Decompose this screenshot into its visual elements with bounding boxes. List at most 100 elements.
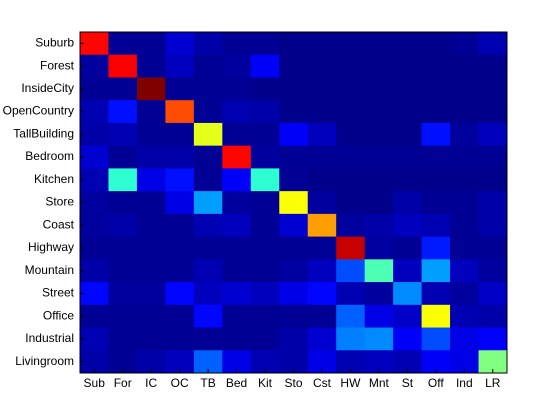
cell <box>364 54 394 78</box>
cell <box>364 191 394 215</box>
cell <box>165 77 195 101</box>
cell <box>193 122 223 147</box>
cell <box>250 54 280 78</box>
cell <box>279 100 309 124</box>
cell <box>136 213 166 238</box>
cell <box>222 327 252 351</box>
cell <box>421 191 451 215</box>
cell <box>80 304 109 329</box>
cell <box>336 259 366 283</box>
cell <box>222 100 252 124</box>
cell <box>364 100 394 124</box>
cell <box>222 213 252 238</box>
cell <box>279 145 309 169</box>
cell <box>108 32 138 56</box>
y-tick-label: InsideCity <box>21 81 74 95</box>
cell <box>136 32 166 56</box>
y-tick-label: Kitchen <box>34 172 74 186</box>
cell <box>364 350 394 374</box>
cell <box>80 122 109 147</box>
cell <box>222 236 252 260</box>
x-tick-label: Cst <box>313 376 332 390</box>
cell <box>421 282 451 306</box>
cell <box>364 259 394 283</box>
cell <box>336 350 366 374</box>
cell <box>108 54 138 78</box>
x-tick-label: TB <box>200 376 215 390</box>
cell <box>165 54 195 78</box>
cell <box>80 32 109 56</box>
cell <box>193 168 223 192</box>
cell <box>450 350 480 374</box>
cell <box>478 191 508 215</box>
cell <box>307 32 337 56</box>
cell <box>478 100 508 124</box>
y-tick-label: Bedroom <box>25 149 74 163</box>
cell <box>393 191 423 215</box>
cell <box>165 213 195 238</box>
cell <box>478 168 508 192</box>
cell <box>250 168 280 192</box>
cell <box>450 191 480 215</box>
cell <box>393 77 423 101</box>
cell <box>193 350 223 374</box>
y-tick-label: Mountain <box>25 263 74 277</box>
cell <box>450 236 480 260</box>
cell <box>250 32 280 56</box>
cell <box>222 259 252 283</box>
cell <box>136 145 166 169</box>
x-tick-label: LR <box>485 376 501 390</box>
cell <box>393 282 423 306</box>
cell <box>364 304 394 329</box>
cell <box>364 327 394 351</box>
cell <box>450 122 480 147</box>
cell <box>279 213 309 238</box>
cell <box>250 77 280 101</box>
cell <box>222 77 252 101</box>
cell <box>307 168 337 192</box>
cell <box>193 327 223 351</box>
cell <box>450 32 480 56</box>
cell <box>193 32 223 56</box>
cell <box>364 282 394 306</box>
cell <box>336 54 366 78</box>
cell <box>364 145 394 169</box>
cell <box>450 100 480 124</box>
cell <box>108 122 138 147</box>
cell <box>136 282 166 306</box>
cell <box>222 282 252 306</box>
x-tick-label: Sto <box>284 376 302 390</box>
cell <box>307 145 337 169</box>
cell <box>250 350 280 374</box>
cell <box>307 100 337 124</box>
cell <box>450 213 480 238</box>
cell <box>478 213 508 238</box>
cell <box>450 282 480 306</box>
cell <box>336 327 366 351</box>
y-tick-label: Street <box>42 286 75 300</box>
cell <box>108 145 138 169</box>
cell <box>450 168 480 192</box>
cell <box>336 168 366 192</box>
cell <box>307 304 337 329</box>
cell <box>336 145 366 169</box>
cell <box>165 236 195 260</box>
cell <box>136 236 166 260</box>
cell <box>478 122 508 147</box>
x-tick-label: Bed <box>226 376 247 390</box>
cell <box>393 32 423 56</box>
cell <box>450 77 480 101</box>
cell <box>165 350 195 374</box>
cell <box>421 327 451 351</box>
cell <box>279 122 309 147</box>
cell <box>136 77 166 101</box>
cell <box>336 304 366 329</box>
cell <box>307 77 337 101</box>
cell <box>136 191 166 215</box>
cell <box>193 54 223 78</box>
cell <box>393 236 423 260</box>
cell <box>80 213 109 238</box>
y-tick-label: Coast <box>43 217 75 231</box>
cell <box>80 191 109 215</box>
